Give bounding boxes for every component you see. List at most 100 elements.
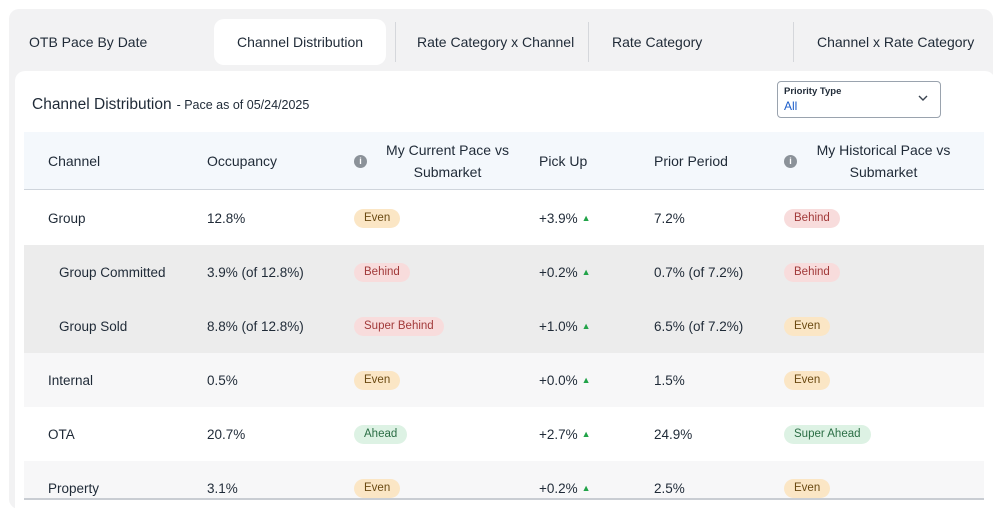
cell-channel-text: Group Sold — [59, 318, 128, 334]
cell-prior-period: 0.7% (of 7.2%) — [654, 245, 743, 299]
cell-occupancy-text: 20.7% — [207, 426, 246, 442]
cell-occupancy-text: 12.8% — [207, 210, 246, 226]
cell-channel: Property — [48, 461, 100, 498]
tab-channel-distribution[interactable]: Channel Distribution — [214, 19, 386, 65]
cell-historical-pace: Even — [784, 353, 831, 407]
tab-label: Rate Category x Channel — [417, 34, 575, 50]
current-pace-badge: Even — [354, 208, 401, 228]
historical-pace-badge: Even — [784, 370, 831, 390]
channel-distribution-card: Channel Distribution - Pace as of 05/24/… — [15, 71, 995, 509]
table-row[interactable]: Group Sold 8.8% (of 12.8%) Super Behind +1.… — [24, 299, 984, 353]
card-subtitle: - Pace as of 05/24/2025 — [176, 98, 310, 112]
card-title: Channel Distribution - Pace as of 05/24/… — [32, 96, 309, 114]
tab-divider — [793, 22, 794, 62]
cell-prior-period-text: 2.5% — [654, 480, 685, 496]
header-current-pace-label: My Current Pace vs Submarket — [386, 142, 509, 180]
current-pace-badge: Super Behind — [354, 316, 444, 336]
cell-prior-period-text: 0.7% (of 7.2%) — [654, 264, 744, 280]
tab-label: Channel x Rate Category — [817, 34, 975, 50]
header-historical-pace: i My Historical Pace vs Submarket — [784, 132, 964, 190]
tab-divider — [395, 22, 396, 62]
historical-pace-badge: Even — [784, 478, 831, 498]
cell-channel: Group — [48, 191, 86, 245]
current-pace-badge: Even — [354, 478, 401, 498]
cell-prior-period-text: 7.2% — [654, 210, 685, 226]
dashboard-frame: OTB Pace By Date Channel Distribution Ra… — [9, 9, 995, 509]
cell-pickup: +0.0% ▲ — [539, 353, 591, 407]
cell-prior-period: 7.2% — [654, 191, 685, 245]
header-historical-pace-label: My Historical Pace vs Submarket — [816, 142, 951, 180]
cell-occupancy: 12.8% — [207, 191, 245, 245]
cell-channel-text: OTA — [48, 426, 75, 442]
cell-occupancy: 3.9% (of 12.8%) — [207, 245, 304, 299]
cell-current-pace: Super Behind — [354, 299, 444, 353]
priority-type-select[interactable]: Priority Type All — [777, 81, 941, 118]
cell-prior-period: 2.5% — [654, 461, 685, 498]
cell-pickup-text: +1.0% — [539, 318, 578, 334]
priority-type-value: All — [784, 99, 798, 113]
current-pace-badge: Behind — [354, 262, 410, 282]
cell-pickup: +0.2% ▲ — [539, 461, 591, 498]
cell-channel: OTA — [48, 407, 75, 461]
cell-historical-pace: Behind — [784, 245, 840, 299]
table-row[interactable]: OTA 20.7% Ahead +2.7% ▲ 24.9% Super Ahead — [24, 407, 984, 461]
cell-pickup-text: +0.2% — [539, 264, 578, 280]
info-icon[interactable]: i — [354, 154, 367, 168]
current-pace-badge: Even — [354, 370, 401, 390]
cell-occupancy: 0.5% — [207, 353, 238, 407]
cell-pickup-text: +0.0% — [539, 372, 578, 388]
table-row[interactable]: Internal 0.5% Even +0.0% ▲ 1.5% Even — [24, 353, 984, 407]
cell-pickup: +3.9% ▲ — [539, 191, 591, 245]
tab-otb-pace-by-date[interactable]: OTB Pace By Date — [29, 19, 147, 65]
historical-pace-badge: Super Ahead — [784, 424, 871, 444]
cell-pickup-text: +2.7% — [539, 426, 578, 442]
cell-current-pace: Behind — [354, 245, 410, 299]
cell-pickup-text: +0.2% — [539, 480, 578, 496]
card-title-text: Channel Distribution — [32, 96, 172, 113]
cell-channel-text: Group — [48, 210, 86, 226]
info-icon[interactable]: i — [784, 154, 797, 168]
cell-occupancy-text: 3.9% (of 12.8%) — [207, 264, 304, 280]
cell-occupancy: 20.7% — [207, 407, 245, 461]
tab-label: Rate Category — [612, 34, 703, 50]
cell-prior-period-text: 24.9% — [654, 426, 693, 442]
pickup-up-arrow-icon: ▲ — [581, 483, 591, 493]
cell-channel: Group Committed — [59, 245, 166, 299]
cell-current-pace: Even — [354, 191, 401, 245]
table-row[interactable]: Group Committed 3.9% (of 12.8%) Behind +0.2… — [24, 245, 984, 299]
tab-rate-category[interactable]: Rate Category — [612, 19, 702, 65]
channel-table: Channel Occupancy i My Current Pace vs S… — [24, 132, 984, 500]
table-row[interactable]: Group 12.8% Even +3.9% ▲ 7.2% Behind — [24, 191, 984, 245]
cell-prior-period-text: 6.5% (of 7.2%) — [654, 318, 744, 334]
tab-rate-category-x-channel[interactable]: Rate Category x Channel — [417, 19, 574, 65]
cell-historical-pace: Behind — [784, 191, 840, 245]
tab-label: OTB Pace By Date — [29, 34, 148, 50]
cell-occupancy-text: 8.8% (of 12.8%) — [207, 318, 304, 334]
cell-prior-period-text: 1.5% — [654, 372, 685, 388]
cell-channel-text: Group Committed — [59, 264, 166, 280]
table-header: Channel Occupancy i My Current Pace vs S… — [24, 132, 984, 190]
priority-type-label: Priority Type — [784, 86, 842, 97]
header-channel: Channel — [48, 153, 101, 169]
cell-occupancy: 3.1% — [207, 461, 238, 498]
pickup-up-arrow-icon: ▲ — [581, 375, 591, 385]
cell-channel: Group Sold — [59, 299, 127, 353]
tab-bar: OTB Pace By Date Channel Distribution Ra… — [9, 9, 993, 71]
header-current-pace: i My Current Pace vs Submarket — [354, 132, 522, 190]
cell-historical-pace: Even — [784, 461, 831, 498]
pickup-up-arrow-icon: ▲ — [581, 213, 591, 223]
pickup-up-arrow-icon: ▲ — [581, 429, 591, 439]
header-pickup: Pick Up — [539, 153, 588, 169]
chevron-down-icon — [918, 95, 928, 101]
tab-channel-x-rate-category[interactable]: Channel x Rate Category — [817, 19, 974, 65]
historical-pace-badge: Behind — [784, 208, 840, 228]
cell-occupancy: 8.8% (of 12.8%) — [207, 299, 304, 353]
cell-pickup: +1.0% ▲ — [539, 299, 591, 353]
cell-pickup: +2.7% ▲ — [539, 407, 591, 461]
cell-prior-period: 24.9% — [654, 407, 692, 461]
historical-pace-badge: Even — [784, 316, 831, 336]
cell-channel: Internal — [48, 353, 93, 407]
cell-channel-text: Property — [48, 480, 100, 496]
table-row[interactable]: Property 3.1% Even +0.2% ▲ 2.5% Even — [24, 461, 984, 498]
cell-pickup: +0.2% ▲ — [539, 245, 591, 299]
